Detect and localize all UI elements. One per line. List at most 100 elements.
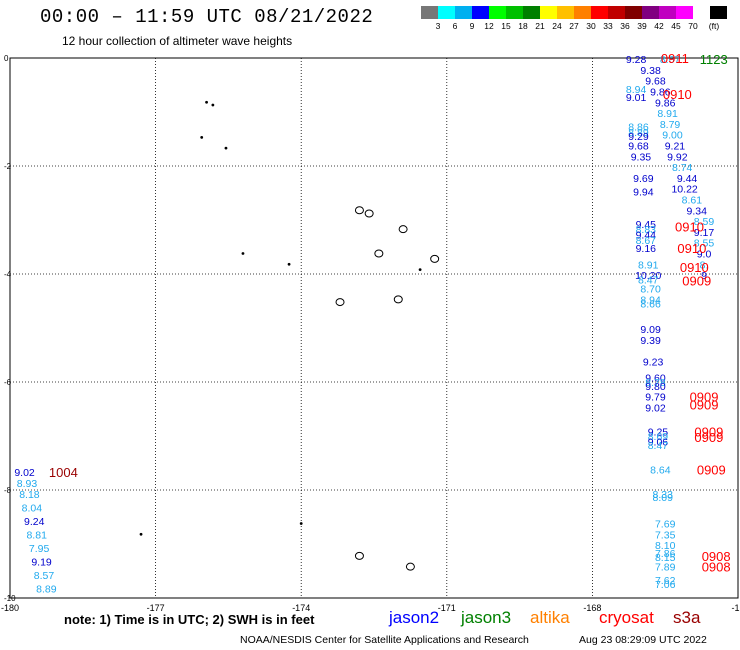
wave-height-label: 8.67 (660, 54, 681, 66)
pass-time-label: 0908 (702, 549, 731, 564)
wave-height-label: 8.66 (640, 299, 661, 311)
x-tick-label: -174 (292, 603, 310, 613)
wave-height-label: 9.02 (14, 467, 35, 479)
legend-swatch (642, 6, 659, 19)
map-frame (9, 57, 739, 599)
wave-height-label: 9.01 (626, 92, 647, 104)
wave-height-label: 8.10 (655, 540, 676, 552)
wave-height-label: 9.69 (633, 173, 654, 185)
wave-height-label: 8.33 (653, 489, 674, 501)
wave-height-label: 8.93 (17, 478, 38, 490)
island-dot (241, 252, 245, 255)
wave-height-label: 8.55 (694, 238, 715, 250)
legend-label: 42 (654, 21, 664, 31)
island-outline (398, 225, 408, 234)
wave-height-label: 9.34 (687, 205, 708, 217)
legend-label: 36 (620, 21, 630, 31)
wave-height-label: 8.79 (660, 119, 681, 131)
x-tick-label: -180 (1, 603, 19, 613)
wave-height-label: 7.89 (655, 562, 676, 574)
island-outline (393, 295, 403, 304)
wave-height-label: 8.86 (628, 122, 649, 134)
pass-time-label: 0910 (677, 241, 706, 256)
satellite-jason3: jason3 (461, 608, 512, 627)
wave-height-label: 7.95 (29, 543, 50, 555)
wave-height-label: 9.80 (645, 381, 666, 393)
wave-height-label: 9.25 (648, 427, 669, 439)
legend-swatch (608, 6, 625, 19)
legend-label: 39 (637, 21, 647, 31)
pass-time-label: 0910 (675, 219, 704, 234)
legend-swatch (557, 6, 574, 19)
wave-height-label: 9.29 (628, 131, 649, 143)
wave-height-label: 8.59 (694, 216, 715, 228)
wave-height-label: 8.64 (650, 464, 671, 476)
legend-swatch (693, 6, 710, 19)
wave-height-label: 9.21 (665, 140, 686, 152)
wave-height-label: 8.94 (626, 84, 647, 96)
pass-time-label: 0908 (702, 560, 731, 575)
legend-label: 33 (603, 21, 613, 31)
legend-swatch (472, 6, 489, 19)
legend-label: 21 (535, 21, 545, 31)
wave-height-label: 9.02 (645, 402, 666, 414)
island-outline (405, 562, 415, 571)
legend-swatch (574, 6, 591, 19)
footer-timestamp: Aug 23 08:29:09 UTC 2022 (579, 634, 707, 646)
wave-height-label: 8.57 (34, 570, 55, 582)
pass-time-label: 0909 (694, 430, 723, 445)
pass-time-label: 0911 (661, 51, 689, 66)
pass-time-label: 0909 (690, 390, 719, 405)
wave-height-label: 8.47 (638, 274, 659, 286)
wave-height-label: 9.06 (648, 436, 669, 448)
wave-height-label: 8.61 (682, 194, 703, 206)
wave-height-label: 7.86 (655, 548, 676, 560)
legend-swatch (523, 6, 540, 19)
legend-swatch (540, 6, 557, 19)
x-tick-label: -171 (438, 603, 456, 613)
island-outline (430, 254, 440, 263)
wave-height-label: 8.83 (636, 224, 657, 236)
legend-swatch (506, 6, 523, 19)
x-tick-label: -168 (583, 603, 601, 613)
wave-height-label: 9.79 (645, 392, 666, 404)
legend-label: 9 (469, 21, 475, 31)
pass-time-label: 1123 (700, 52, 728, 67)
wave-height-label: 8.91 (657, 108, 678, 120)
legend-swatch (676, 6, 693, 19)
wave-height-label: 9.45 (636, 219, 657, 231)
y-tick-label: 0 (4, 54, 9, 63)
wave-height-label: 8.47 (648, 440, 669, 452)
legend-swatch (489, 6, 506, 19)
island-outline (374, 249, 384, 258)
wave-height-label: 9 (701, 270, 707, 282)
wave-height-label: 8.67 (636, 235, 657, 247)
wave-height-label: 10.22 (671, 184, 697, 196)
page-title: 00:00 – 11:59 UTC 08/21/2022 (40, 6, 374, 28)
island-dot (299, 522, 303, 525)
island-outline (354, 206, 364, 215)
wave-height-label: 8.78 (645, 377, 666, 389)
wave-height-label: 9.24 (24, 516, 45, 528)
island-dot (224, 146, 228, 150)
wave-height-label: 8.94 (640, 294, 661, 306)
wave-height-label: 9.0 (697, 248, 712, 260)
legend-label: 27 (569, 21, 579, 31)
legend-swatch (710, 6, 727, 19)
x-tick-label: -16 (731, 603, 740, 613)
legend-label: 15 (501, 21, 511, 31)
wave-height-label: 9.94 (633, 186, 654, 198)
wave-height-label: 8. (700, 259, 709, 271)
island-outline (354, 551, 364, 560)
wave-height-label: 9.44 (636, 230, 657, 242)
island-dot (287, 262, 291, 266)
island-dot (211, 103, 215, 107)
wave-height-label: 9.86 (655, 97, 676, 109)
island-outline (364, 209, 374, 218)
color-legend (421, 6, 727, 19)
legend-label: 3 (435, 21, 441, 31)
pass-time-label: 0910 (663, 87, 692, 102)
wave-height-label: 8.04 (22, 502, 43, 514)
wave-height-label: 8.70 (640, 284, 661, 296)
legend-swatch (455, 6, 472, 19)
